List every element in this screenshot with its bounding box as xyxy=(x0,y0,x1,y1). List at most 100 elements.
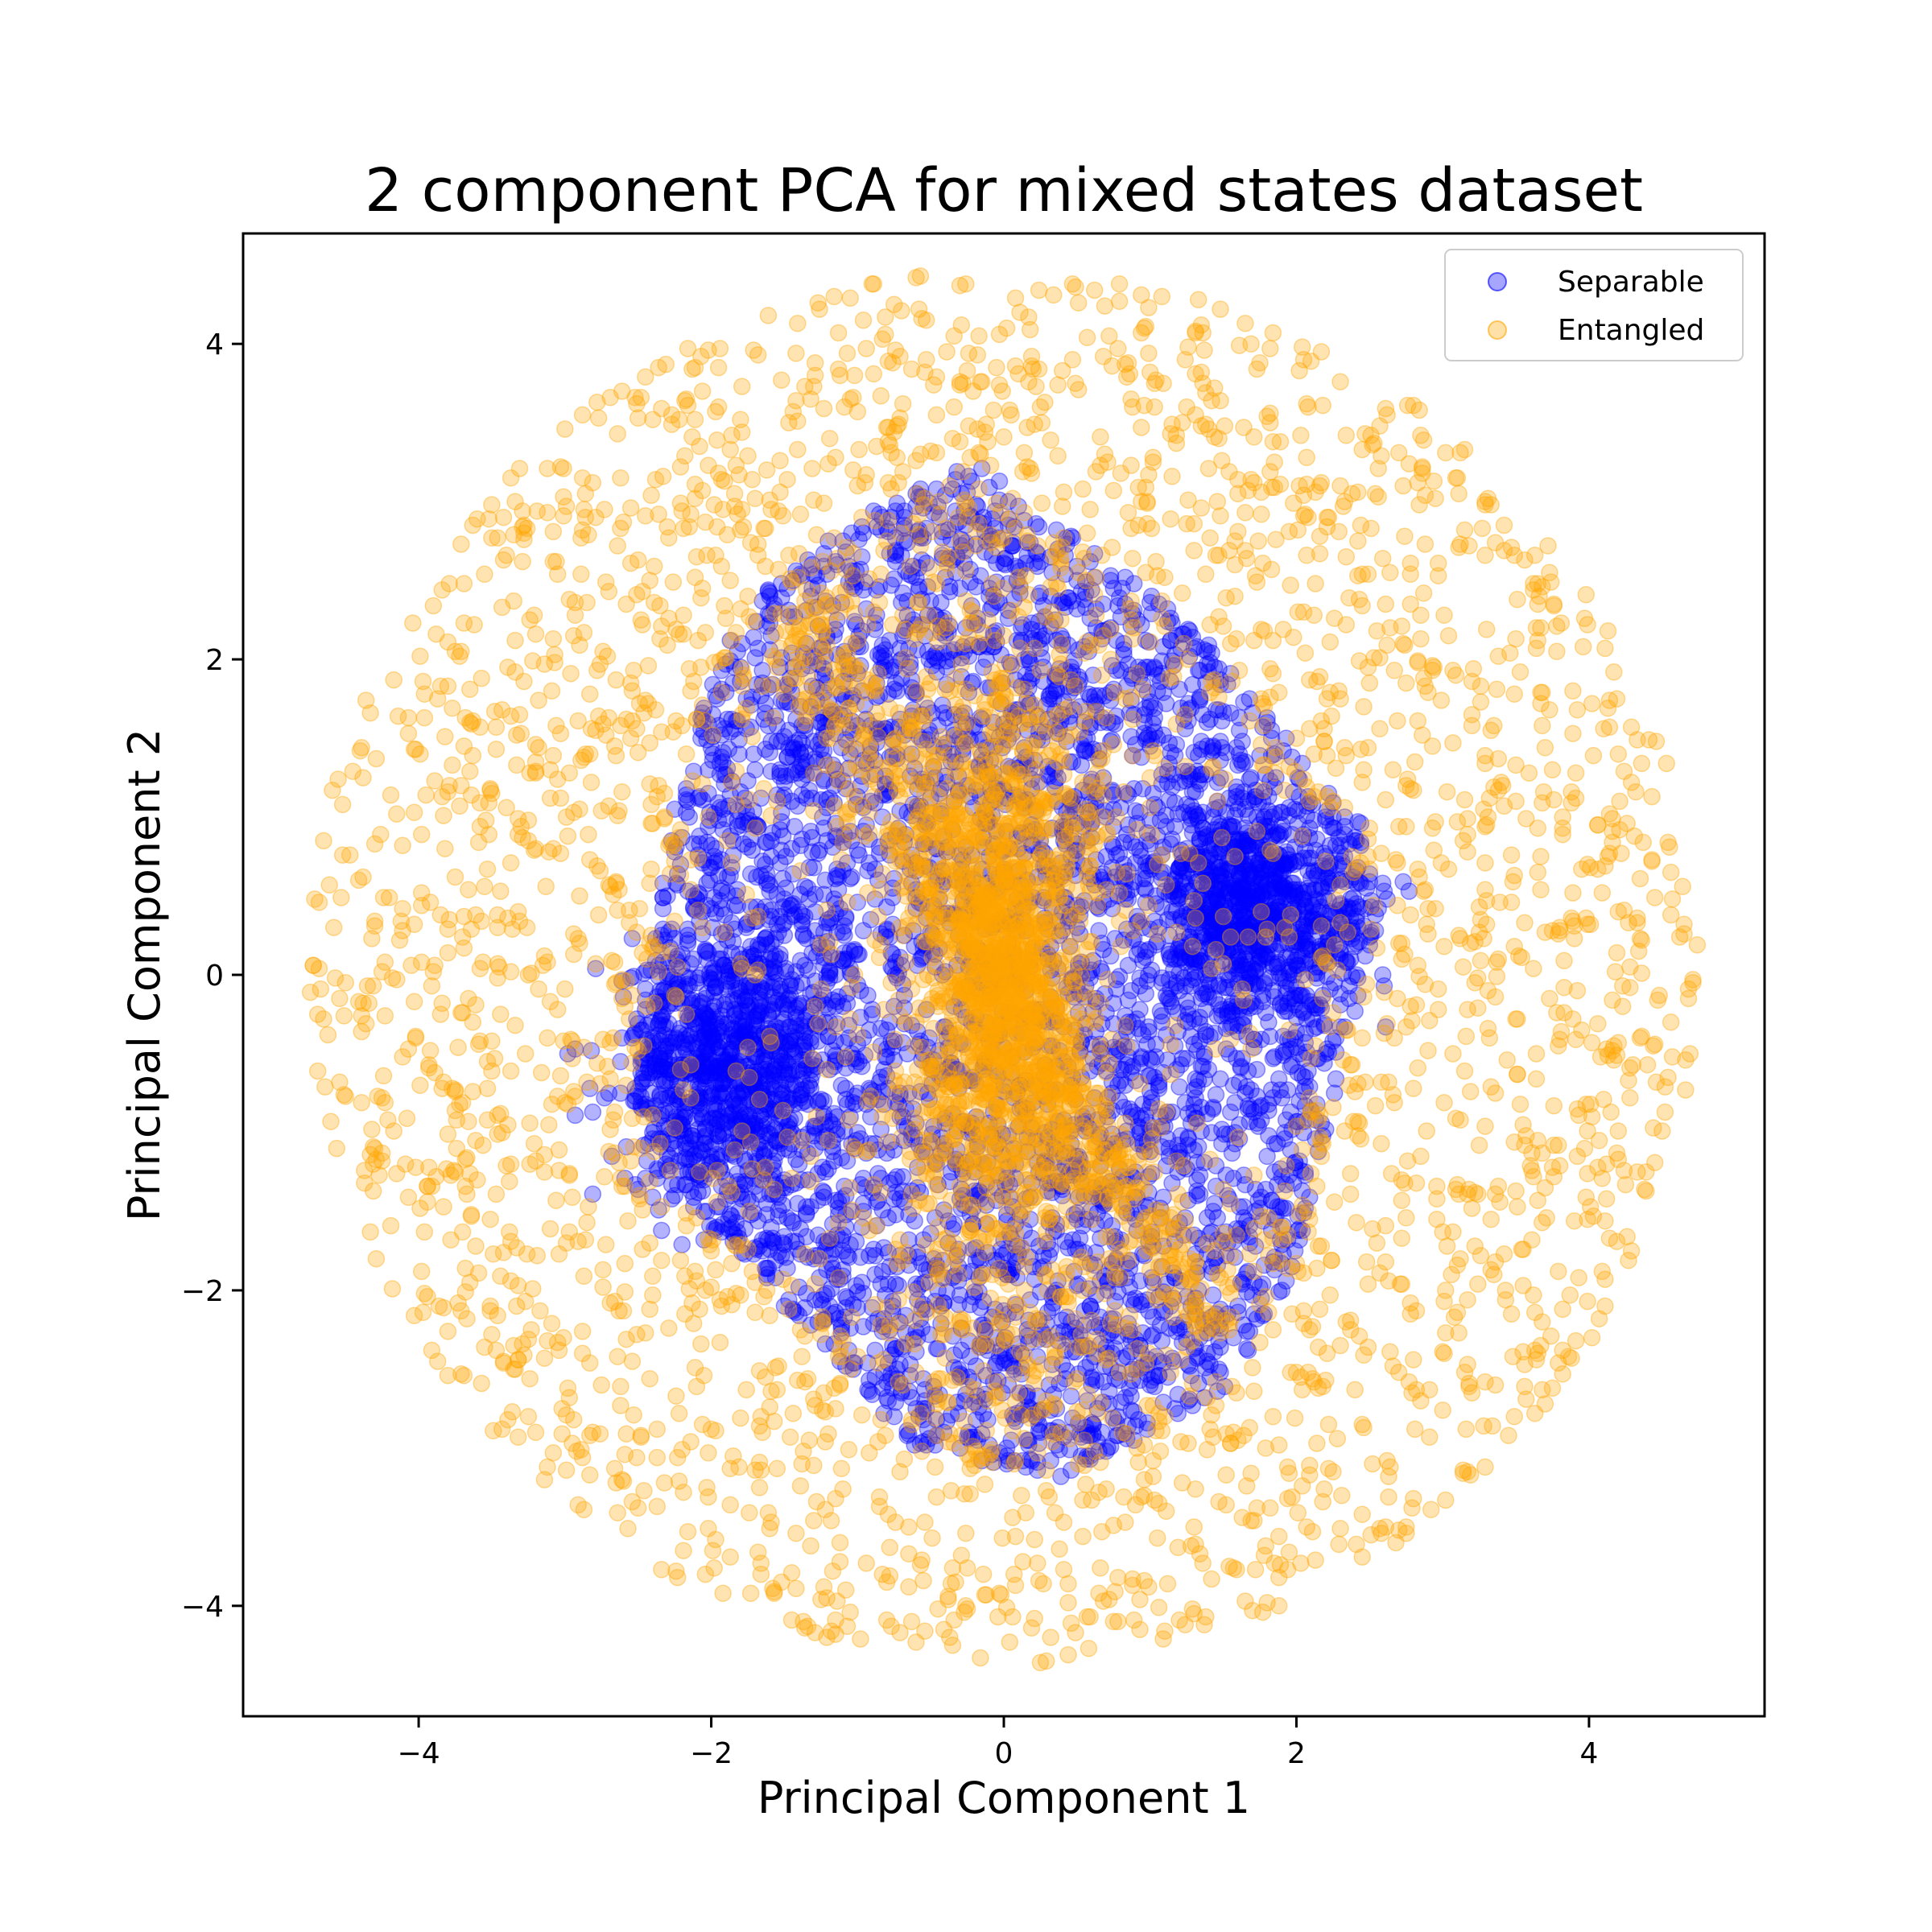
data-point xyxy=(1229,1022,1247,1041)
data-point xyxy=(877,1021,896,1039)
data-point xyxy=(844,1295,862,1314)
data-point xyxy=(1113,1168,1131,1186)
data-point xyxy=(1049,1113,1067,1130)
data-point xyxy=(745,745,762,763)
data-point xyxy=(813,638,832,656)
data-point xyxy=(1166,794,1184,812)
data-point xyxy=(999,516,1018,535)
data-point xyxy=(866,751,884,770)
data-point xyxy=(907,1114,925,1132)
data-point xyxy=(1253,1188,1270,1207)
data-point xyxy=(1213,1001,1231,1018)
data-point xyxy=(993,674,1011,692)
data-point xyxy=(1087,799,1105,817)
data-point xyxy=(815,923,833,941)
data-point xyxy=(980,1032,998,1051)
data-point xyxy=(861,745,880,763)
data-point xyxy=(1097,848,1115,865)
data-point xyxy=(667,1029,685,1047)
data-point xyxy=(702,858,720,877)
data-point xyxy=(773,733,791,750)
data-point xyxy=(1103,835,1121,853)
data-point xyxy=(1075,1244,1093,1261)
data-point xyxy=(877,1373,896,1391)
data-point xyxy=(637,1095,654,1113)
data-point xyxy=(771,950,789,968)
data-point xyxy=(949,1272,968,1290)
data-point xyxy=(1103,657,1121,675)
data-point xyxy=(774,827,792,845)
data-point xyxy=(1260,1101,1278,1120)
data-point xyxy=(761,743,778,762)
data-point xyxy=(673,1116,691,1133)
data-point xyxy=(1346,1002,1364,1020)
data-point xyxy=(825,626,843,645)
data-point xyxy=(1178,795,1195,814)
data-point xyxy=(852,1057,871,1075)
data-point xyxy=(1062,1387,1080,1405)
data-point xyxy=(793,912,811,931)
data-point xyxy=(1257,766,1275,783)
data-point xyxy=(1029,1348,1046,1365)
data-point xyxy=(932,1297,950,1315)
data-point xyxy=(1101,567,1120,584)
data-point xyxy=(745,976,762,995)
data-point xyxy=(827,1046,844,1064)
data-point xyxy=(879,1275,898,1293)
data-point xyxy=(1087,851,1105,869)
data-point xyxy=(758,871,776,890)
data-point xyxy=(848,1035,867,1053)
data-point xyxy=(1208,1256,1227,1274)
data-point xyxy=(1072,953,1091,972)
data-point xyxy=(910,581,928,599)
data-point xyxy=(894,1168,912,1186)
data-point xyxy=(1271,1081,1290,1099)
data-point xyxy=(831,705,849,724)
data-point xyxy=(1017,1106,1035,1125)
data-point xyxy=(784,865,803,883)
data-point xyxy=(784,748,803,766)
data-point xyxy=(868,606,886,624)
data-point xyxy=(1249,1117,1267,1135)
data-point xyxy=(875,647,893,665)
data-point xyxy=(800,858,819,877)
data-point xyxy=(1296,1078,1315,1096)
data-point xyxy=(1233,754,1251,773)
data-point xyxy=(933,529,952,547)
data-point xyxy=(1006,1170,1025,1187)
data-point xyxy=(1149,933,1166,951)
data-point xyxy=(861,910,880,929)
data-point xyxy=(1199,961,1218,979)
data-point xyxy=(938,675,956,694)
data-point xyxy=(1242,840,1260,857)
data-point xyxy=(1188,1187,1206,1205)
data-point xyxy=(1151,1316,1170,1334)
data-point xyxy=(951,580,969,597)
data-point xyxy=(1201,654,1219,671)
data-point xyxy=(1212,865,1229,883)
data-point xyxy=(1191,1014,1209,1033)
data-point xyxy=(653,1221,671,1240)
data-point xyxy=(797,766,815,783)
data-point xyxy=(1140,940,1158,959)
data-point xyxy=(970,638,988,656)
data-point xyxy=(967,578,985,596)
data-point xyxy=(914,1403,932,1421)
data-point xyxy=(872,649,890,667)
data-point xyxy=(964,869,982,888)
data-point xyxy=(689,884,707,902)
data-point xyxy=(961,787,979,806)
data-point xyxy=(909,522,927,541)
data-point xyxy=(1170,774,1188,791)
data-point xyxy=(972,708,989,727)
data-point xyxy=(1185,1103,1203,1121)
data-point xyxy=(1228,1050,1245,1067)
data-point xyxy=(832,685,851,703)
data-point xyxy=(1129,1019,1147,1038)
data-point xyxy=(931,1042,948,1059)
data-point xyxy=(872,1275,890,1293)
data-point xyxy=(1185,1226,1203,1245)
data-point xyxy=(1043,1356,1061,1373)
data-point xyxy=(741,898,760,916)
